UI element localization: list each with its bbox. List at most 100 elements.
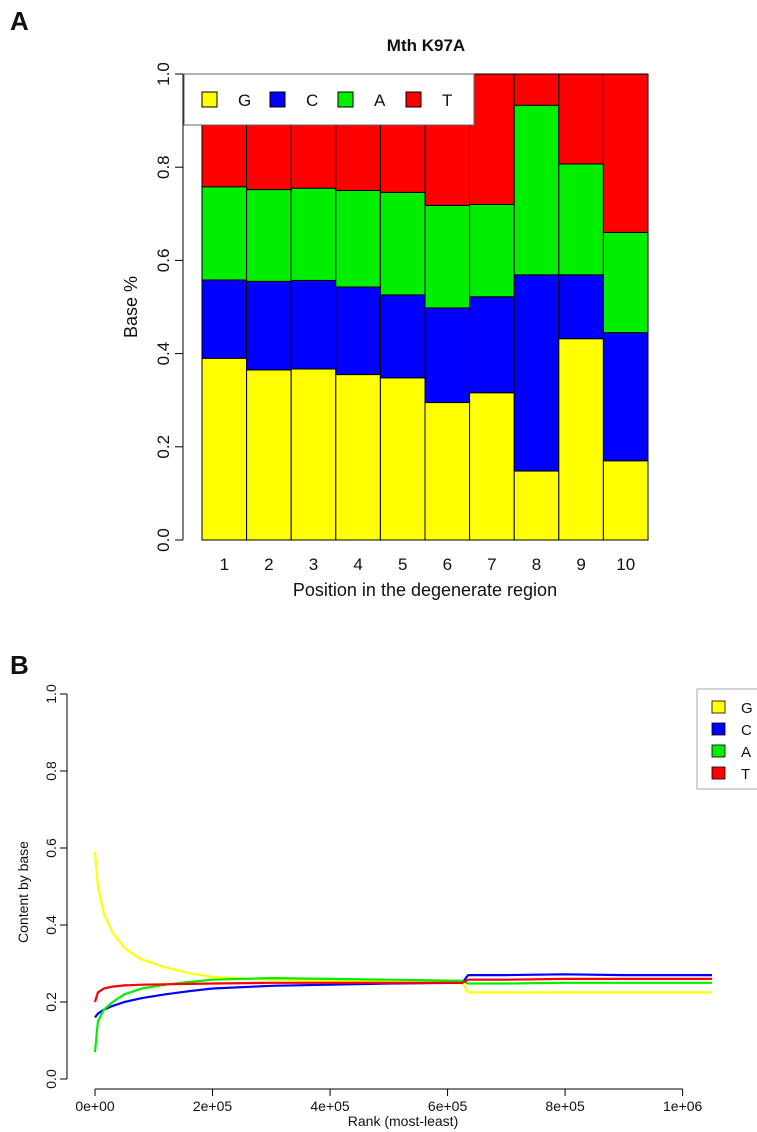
chart-a-y-tick-label: 0.6 — [154, 249, 173, 273]
bar-C-10 — [602, 332, 649, 462]
bar-A-3 — [290, 187, 337, 281]
bar-A-8 — [513, 104, 560, 276]
bar-C-5 — [379, 294, 426, 379]
line-G — [93, 851, 712, 994]
chart-a-y-tick-label: 0.4 — [154, 342, 173, 366]
chart-b-legend-label-C: C — [741, 722, 752, 739]
bar-T-7 — [469, 73, 515, 205]
chart-a-legend-swatch-A — [337, 91, 354, 108]
line-A — [93, 977, 712, 1053]
bar-C-2 — [246, 280, 292, 371]
bar-A-6 — [424, 204, 471, 309]
chart-b-legend-swatch-T — [711, 766, 726, 780]
bar-G-2 — [246, 369, 292, 541]
bar-C-1 — [201, 279, 248, 359]
chart-a-legend-swatch-T — [405, 91, 422, 108]
bar-G-5 — [379, 377, 426, 541]
bar-A-1 — [201, 186, 248, 281]
bar-C-7 — [469, 296, 515, 394]
chart-a-bars — [201, 73, 649, 541]
chart-a-legend-swatch-G — [201, 91, 218, 108]
panel-b-letter: B — [10, 650, 29, 680]
chart-b-xlabel: Rank (most-least) — [348, 1113, 458, 1129]
chart-b-x-tick-label: 6e+05 — [428, 1098, 468, 1114]
bar-C-6 — [424, 307, 471, 404]
chart-a-xlabel: Position in the degenerate region — [293, 580, 557, 600]
bar-C-8 — [513, 274, 560, 472]
chart-a: Mth K97A 0.00.20.40.60.81.0 1 2 3 4 5 6 7 8 9 10 … — [121, 36, 649, 600]
chart-a-x-tick-label: 10 — [616, 555, 635, 574]
chart-b-ylabel: Content by base — [15, 841, 31, 943]
chart-b-legend-swatch-A — [711, 744, 726, 758]
chart-b: 0e+00 2e+05 4e+05 6e+05 8e+05 1e+06 0.0 0.2 0.4 0… — [15, 684, 757, 1129]
chart-b-legend-swatch-C — [711, 722, 726, 736]
chart-a-x-tick-label: 8 — [532, 555, 541, 574]
chart-b-x-tick-label: 4e+05 — [310, 1098, 350, 1114]
bar-A-5 — [379, 191, 426, 296]
bar-C-9 — [558, 274, 604, 340]
bar-G-1 — [201, 357, 248, 541]
bar-G-6 — [424, 402, 471, 541]
bar-T-10 — [602, 73, 649, 233]
chart-a-x-ticks: 1 2 3 4 5 6 7 8 9 10 — [220, 555, 636, 574]
bar-C-4 — [335, 286, 381, 376]
line-C — [94, 973, 712, 1019]
chart-b-y-tick-label: 0.6 — [43, 838, 59, 858]
line-T — [93, 977, 712, 1003]
chart-a-y-tick-label: 0.8 — [154, 155, 173, 179]
chart-a-legend-label-C: C — [306, 91, 318, 110]
chart-b-legend-swatch-G — [711, 700, 726, 714]
panel-a-letter: A — [10, 6, 29, 36]
chart-b-legend-label-T: T — [741, 766, 750, 783]
chart-b-x-tick-label: 2e+05 — [193, 1098, 233, 1114]
chart-a-x-tick-label: 4 — [353, 555, 362, 574]
bar-G-10 — [602, 460, 649, 541]
chart-b-y-tick-label: 1.0 — [43, 684, 59, 704]
bar-G-9 — [558, 338, 604, 541]
chart-a-legend-box — [183, 73, 475, 126]
chart-a-x-tick-label: 7 — [487, 555, 496, 574]
chart-a-x-tick-label: 3 — [309, 555, 318, 574]
chart-a-y-tick-label: 0.2 — [154, 435, 173, 459]
chart-b-legend-label-A: A — [741, 744, 751, 761]
chart-a-x-tick-label: 5 — [398, 555, 407, 574]
bar-A-9 — [558, 163, 604, 276]
chart-b-x-tick-label: 1e+06 — [663, 1098, 703, 1114]
chart-a-y-tick-label: 1.0 — [154, 62, 173, 86]
chart-a-x-tick-label: 9 — [576, 555, 585, 574]
chart-b-lines — [93, 851, 712, 1053]
chart-a-y-tick-label: 0.0 — [154, 528, 173, 552]
chart-a-x-tick-label: 6 — [443, 555, 452, 574]
bar-A-2 — [246, 189, 292, 282]
chart-b-axes: 0e+00 2e+05 4e+05 6e+05 8e+05 1e+06 0.0 0.2 0.4 0… — [43, 684, 702, 1114]
bar-G-7 — [469, 392, 515, 541]
bar-G-8 — [513, 470, 560, 541]
chart-a-legend-label-T: T — [442, 91, 452, 110]
chart-b-y-tick-label: 0.0 — [43, 1069, 59, 1089]
chart-a-y-axis: 0.0 0.2 0.4 0.6 0.8 1.0 — [154, 62, 184, 552]
chart-a-legend-swatch-C — [269, 91, 286, 108]
bar-G-4 — [335, 374, 381, 541]
bar-A-7 — [469, 203, 515, 298]
chart-a-ylabel: Base % — [121, 276, 141, 338]
bar-T-9 — [558, 73, 604, 165]
chart-b-y-tick-label: 0.2 — [43, 992, 59, 1012]
chart-a-title: Mth K97A — [387, 36, 465, 55]
bar-A-4 — [335, 190, 381, 288]
chart-a-legend-label-G: G — [238, 91, 251, 110]
chart-b-legend-box — [696, 688, 757, 790]
chart-b-x-tick-label: 8e+05 — [545, 1098, 585, 1114]
bar-C-3 — [290, 279, 337, 370]
chart-b-x-tick-label: 0e+00 — [75, 1098, 115, 1114]
bar-A-10 — [602, 231, 649, 334]
chart-a-x-tick-label: 1 — [220, 555, 229, 574]
chart-b-y-tick-label: 0.8 — [43, 761, 59, 781]
chart-b-legend-label-G: G — [741, 700, 753, 717]
chart-a-legend-label-A: A — [374, 91, 386, 110]
chart-b-y-tick-label: 0.4 — [43, 915, 59, 935]
bar-G-3 — [290, 368, 337, 541]
bar-T-8 — [513, 73, 560, 106]
chart-a-x-tick-label: 2 — [264, 555, 273, 574]
